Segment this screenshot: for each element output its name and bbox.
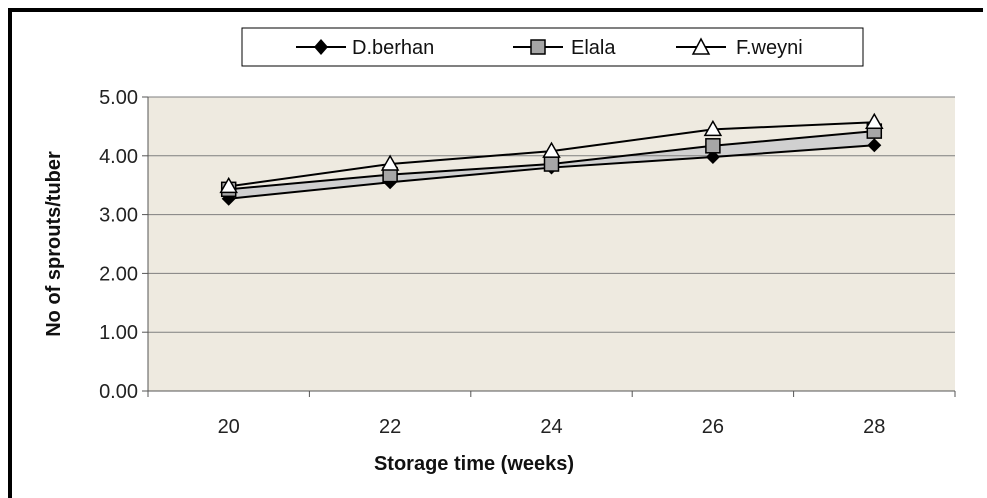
legend-diamond-marker xyxy=(314,39,328,55)
legend-label-elala: Elala xyxy=(571,37,616,59)
legend-item-elala: Elala xyxy=(513,37,616,59)
legend: D.berhan Elala F.weyni xyxy=(241,27,864,67)
y-tick-label-3: 3.00 xyxy=(99,205,138,227)
marker-fweyni-20 xyxy=(219,176,238,194)
marker-elala-26 xyxy=(705,138,721,154)
legend-item-dberhan: D.berhan xyxy=(296,37,434,59)
marker-fweyni-26 xyxy=(703,119,723,137)
axes: 0.00 1.00 2.00 3.00 4.00 5.00 20 22 24 26 28 xyxy=(99,87,956,438)
x-tick-label-20: 20 xyxy=(218,416,240,438)
legend-label-fweyni: F.weyni xyxy=(736,37,803,59)
marker-dberhan-28 xyxy=(867,138,882,153)
marker-fweyni-22 xyxy=(380,154,400,171)
marker-fweyni-28 xyxy=(865,112,884,130)
legend-triangle-marker xyxy=(691,37,711,55)
x-tick-label-26: 26 xyxy=(702,416,724,438)
y-tick-label-1: 1.00 xyxy=(99,322,138,344)
y-tick-label-0: 0.00 xyxy=(99,381,138,403)
marker-fweyni-24 xyxy=(542,141,561,158)
y-tick-label-4: 4.00 xyxy=(99,146,138,168)
y-tick-label-5: 5.00 xyxy=(99,87,138,109)
y-tick-label-2: 2.00 xyxy=(99,263,138,285)
legend-square-marker xyxy=(530,39,546,55)
chart: 0.00 1.00 2.00 3.00 4.00 5.00 20 22 24 26 28 D.ber… xyxy=(43,27,956,475)
legend-label-dberhan: D.berhan xyxy=(352,37,434,59)
x-tick-label-22: 22 xyxy=(379,416,401,438)
x-tick-label-28: 28 xyxy=(863,416,885,438)
y-axis-title: No of sprouts/tuber xyxy=(43,151,65,337)
x-tick-label-24: 24 xyxy=(540,416,562,438)
marker-elala-24 xyxy=(543,156,560,172)
series-markers xyxy=(219,112,884,206)
legend-item-fweyni: F.weyni xyxy=(676,37,803,59)
x-axis-title: Storage time (weeks) xyxy=(374,453,574,475)
